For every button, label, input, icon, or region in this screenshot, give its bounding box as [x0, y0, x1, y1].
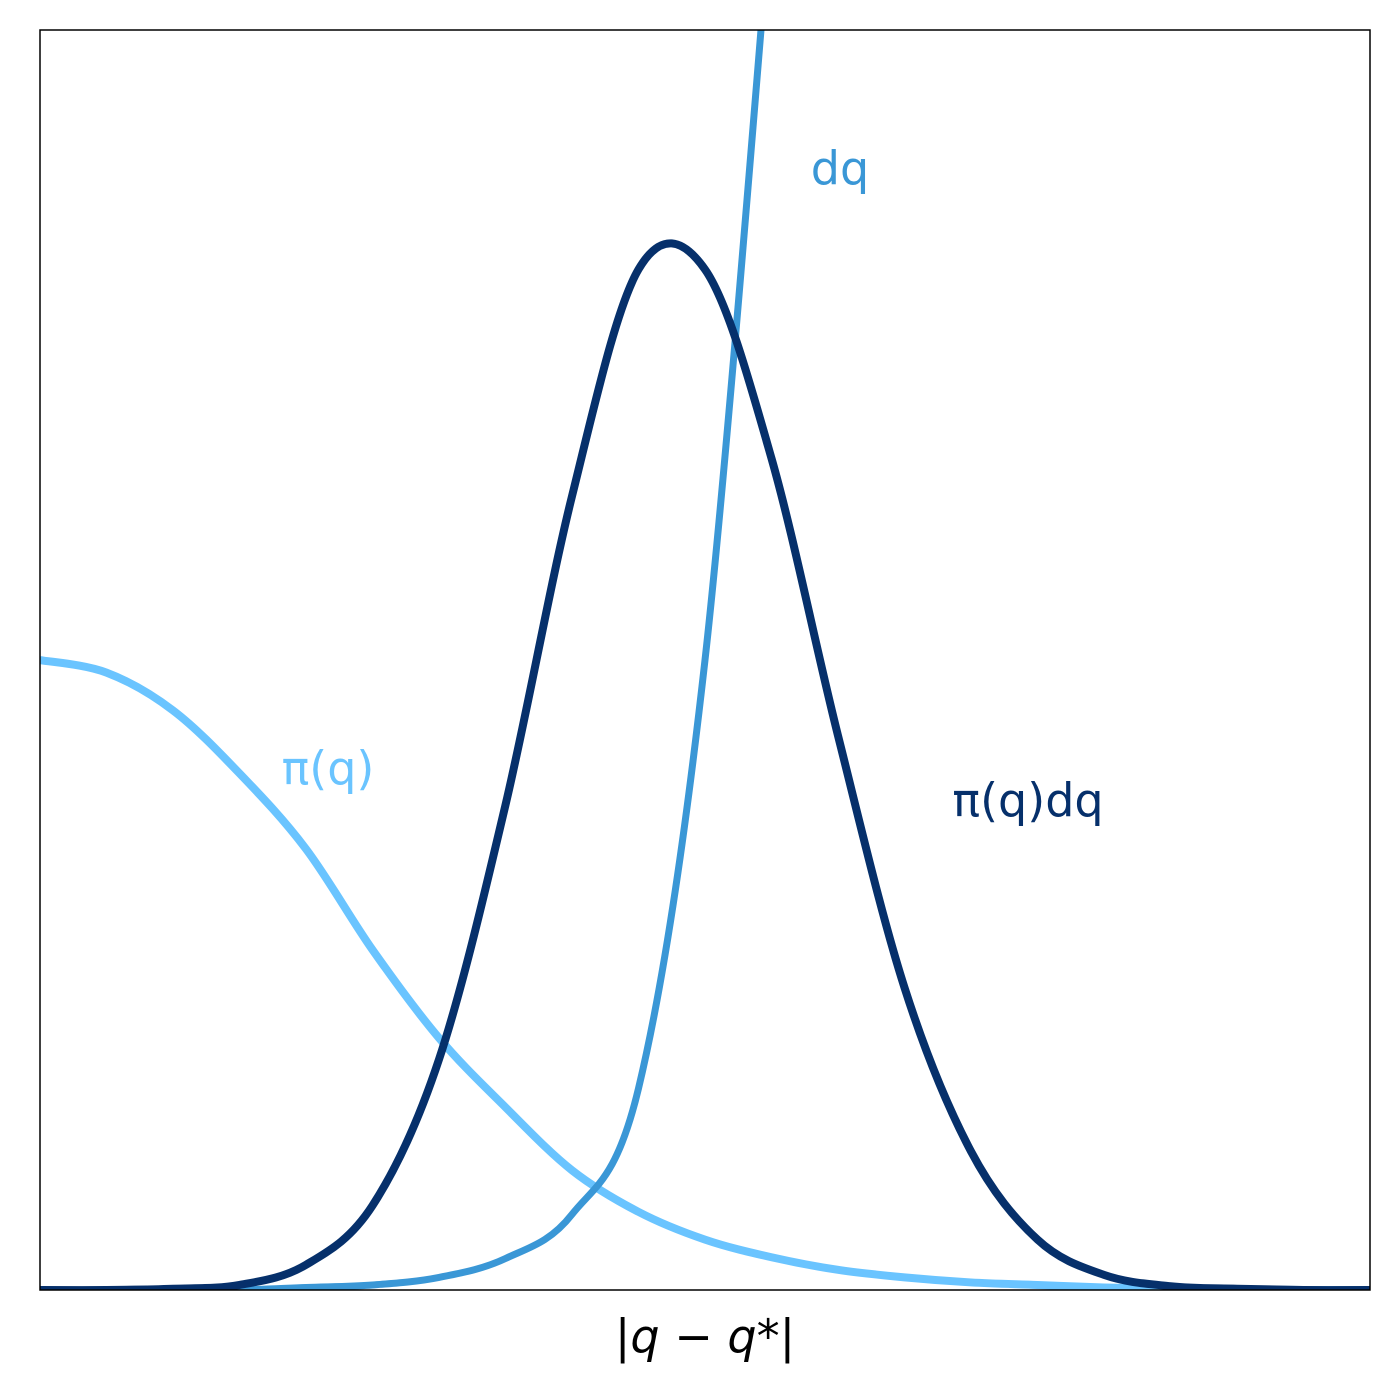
series-line [40, 239, 1370, 1290]
series-label: π(q) [282, 742, 375, 796]
axes-frame [39, 29, 1371, 1291]
plot-area [40, 30, 1370, 1290]
series-label: π(q)dq [952, 774, 1103, 828]
x-axis-label: |q − q*| [615, 1310, 795, 1365]
series-line [40, 30, 765, 1290]
series-line [40, 656, 1370, 1290]
series-label: dq [811, 142, 869, 196]
